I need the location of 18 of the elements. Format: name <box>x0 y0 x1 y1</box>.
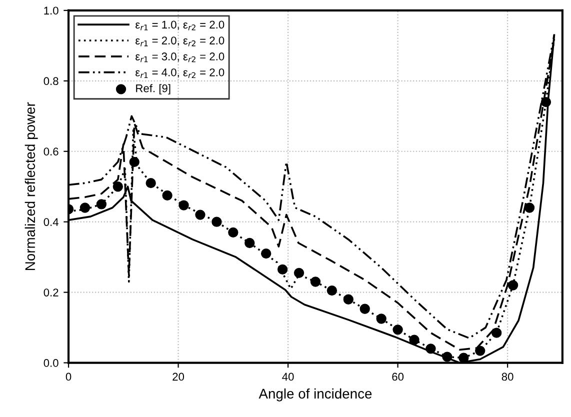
y-tick-label: 0.0 <box>44 359 58 367</box>
legend-label: ε$_{r1}$ = 4.0, ε$_{r2}$ = 2.0 <box>136 68 224 78</box>
x-tick-label: 80 <box>502 372 514 381</box>
x-tick-label: 60 <box>392 372 404 381</box>
y-tick-label: 0.2 <box>44 288 58 296</box>
legend-label: ε$_{r1}$ = 3.0, ε$_{r2}$ = 2.0 <box>136 52 224 62</box>
legend-label: ε$_{r1}$ = 2.0, ε$_{r2}$ = 2.0 <box>136 36 224 46</box>
legend-label: Ref. [9] <box>136 84 170 94</box>
y-axis-title: Normalized reflected power <box>24 102 38 270</box>
y-tick-label: 1.0 <box>44 6 58 15</box>
x-tick-label: 20 <box>172 372 184 381</box>
x-axis-title: Angle of incidence <box>258 388 372 402</box>
x-tick-label: 40 <box>282 372 294 381</box>
legend-label: ε$_{r1}$ = 1.0, ε$_{r2}$ = 2.0 <box>136 20 224 30</box>
y-tick-label: 0.6 <box>44 148 58 156</box>
y-tick-label: 0.4 <box>44 218 58 226</box>
y-tick-label: 0.8 <box>44 77 58 86</box>
x-tick-label: 0 <box>66 372 72 381</box>
